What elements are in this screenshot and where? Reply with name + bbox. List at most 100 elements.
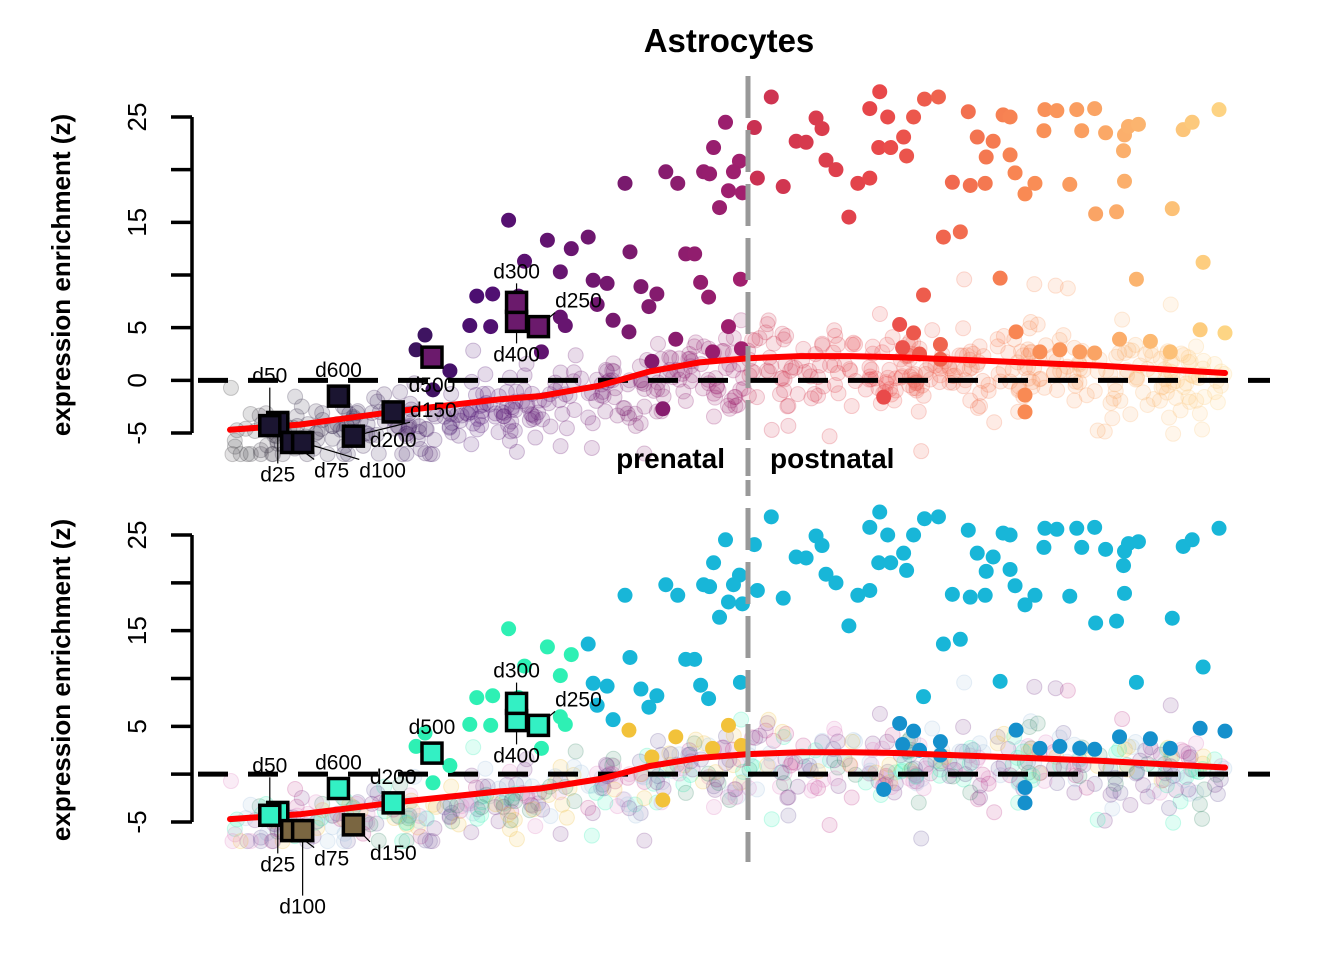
- highlighted-point: [916, 689, 932, 705]
- background-point: [759, 316, 776, 333]
- background-point: [366, 781, 383, 798]
- background-point: [1112, 784, 1129, 801]
- highlighted-point: [850, 587, 866, 603]
- background-point: [293, 398, 310, 415]
- organoid-sample-d500: d500: [409, 345, 455, 397]
- highlighted-point: [720, 183, 736, 199]
- background-point: [400, 808, 417, 825]
- background-point: [493, 403, 510, 420]
- highlighted-point: [1128, 674, 1144, 690]
- background-point: [632, 805, 649, 822]
- highlighted-point: [693, 274, 709, 290]
- background-point: [583, 439, 600, 456]
- highlighted-point: [1192, 322, 1208, 338]
- background-point: [443, 385, 460, 402]
- background-point: [636, 375, 653, 392]
- background-point: [763, 421, 780, 438]
- background-point: [465, 415, 482, 432]
- highlighted-point: [417, 725, 433, 741]
- background-point: [627, 807, 644, 824]
- sample-square: [504, 290, 529, 315]
- highlighted-point: [702, 166, 718, 182]
- background-point: [677, 392, 694, 409]
- background-point: [780, 417, 797, 434]
- background-point: [412, 828, 429, 845]
- highlighted-point: [935, 229, 951, 245]
- background-point: [1120, 341, 1137, 358]
- background-point: [527, 818, 544, 835]
- background-point: [789, 386, 806, 403]
- highlighted-point: [850, 175, 866, 191]
- background-point: [436, 408, 453, 425]
- highlighted-point: [985, 133, 1001, 149]
- background-point: [772, 386, 789, 403]
- background-point: [763, 811, 780, 828]
- background-point: [319, 446, 336, 463]
- highlighted-point: [1217, 325, 1233, 341]
- highlighted-point: [1052, 738, 1068, 754]
- background-point: [490, 813, 507, 830]
- highlighted-point: [1008, 324, 1024, 340]
- sample-label: d400: [493, 343, 540, 366]
- background-point: [675, 383, 692, 400]
- background-point: [826, 720, 843, 737]
- background-point: [782, 362, 799, 379]
- top-panel: d25 d50 d75 d100 d150 d200 d250 d300 d400 d500 d60…: [46, 84, 1270, 486]
- highlighted-point: [693, 677, 709, 693]
- highlighted-point: [483, 319, 499, 335]
- background-point: [609, 407, 626, 424]
- background-point: [527, 799, 544, 816]
- highlighted-point: [883, 140, 899, 156]
- background-point: [760, 363, 777, 380]
- background-point: [444, 424, 461, 441]
- background-point: [239, 446, 256, 463]
- background-point: [1191, 405, 1208, 422]
- top-y-axis: -5 0 5 15 25: [122, 103, 194, 445]
- background-point: [751, 330, 768, 347]
- sample-label: d200: [370, 766, 417, 789]
- background-point: [955, 320, 972, 337]
- background-point: [1096, 423, 1113, 440]
- highlighted-point: [589, 296, 605, 312]
- highlighted-point: [1007, 165, 1023, 181]
- sample-square: [504, 691, 529, 716]
- background-point: [776, 382, 793, 399]
- background-point: [417, 445, 434, 462]
- tick-label: 5: [122, 719, 152, 733]
- background-point: [1175, 772, 1192, 789]
- highlighted-point: [1072, 344, 1088, 360]
- highlighted-point: [732, 271, 748, 287]
- background-point: [584, 415, 601, 432]
- background-point: [727, 397, 744, 414]
- background-point: [319, 833, 336, 850]
- background-point: [477, 760, 494, 777]
- highlighted-point: [917, 511, 933, 527]
- postnatal-label: postnatal: [770, 443, 894, 474]
- background-point: [1047, 277, 1064, 294]
- background-point: [518, 751, 535, 768]
- highlighted-point: [862, 519, 878, 535]
- background-point: [857, 774, 874, 791]
- highlighted-point: [1195, 659, 1211, 675]
- background-point: [962, 784, 979, 801]
- bottom-panel: d25 d50 d75 d100 d150 d200 d250 d300 d400 d500 d60…: [46, 504, 1270, 919]
- highlighted-point: [746, 537, 762, 553]
- background-point: [1178, 769, 1195, 786]
- highlighted-point: [1036, 123, 1052, 139]
- highlighted-point: [732, 674, 748, 690]
- background-point: [605, 355, 622, 372]
- background-point: [879, 763, 896, 780]
- highlighted-point: [712, 609, 728, 625]
- highlighted-point: [1098, 125, 1114, 141]
- background-point: [554, 405, 571, 422]
- background-point: [782, 757, 799, 774]
- background-point: [450, 816, 467, 833]
- organoid-sample-d400: d400: [493, 691, 540, 767]
- background-point: [1107, 382, 1124, 399]
- background-point: [1209, 786, 1226, 803]
- background-point: [1195, 352, 1212, 369]
- background-point: [1127, 765, 1144, 782]
- background-point: [969, 399, 986, 416]
- highlighted-point: [605, 312, 621, 328]
- background-point: [567, 347, 584, 364]
